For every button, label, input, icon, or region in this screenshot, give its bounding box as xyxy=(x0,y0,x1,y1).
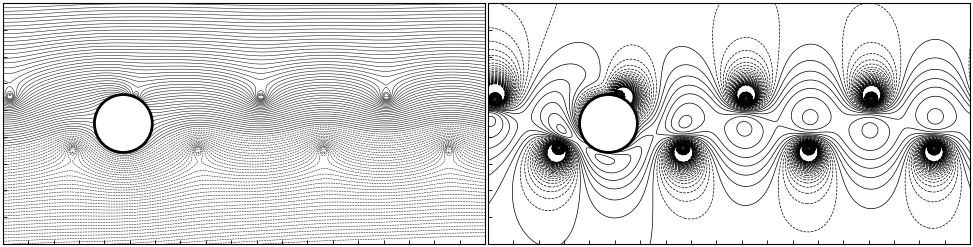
Circle shape xyxy=(94,95,153,152)
Circle shape xyxy=(580,95,637,152)
